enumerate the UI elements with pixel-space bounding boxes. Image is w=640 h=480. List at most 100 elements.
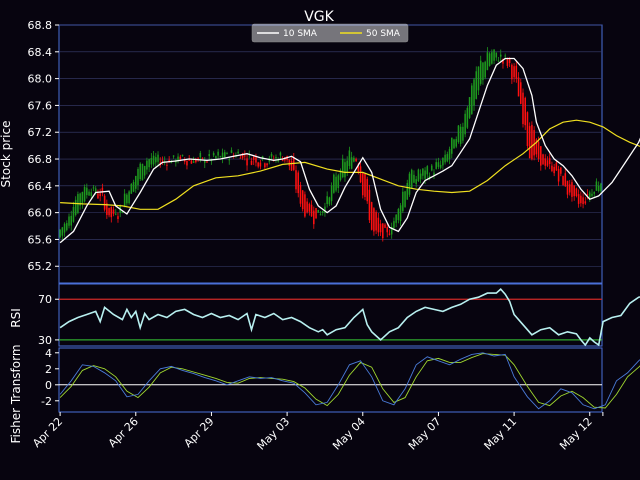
rsi-line [59, 287, 640, 347]
candle-body [237, 151, 239, 154]
candle-body [306, 201, 308, 213]
candle-body [477, 66, 480, 91]
candle-body [152, 155, 155, 165]
candle-body [415, 179, 417, 185]
candle-body [295, 170, 297, 190]
candle-body [466, 107, 469, 128]
candle-body [531, 124, 533, 160]
candle-body [252, 156, 255, 160]
candle-body [304, 194, 306, 217]
candle-body [308, 203, 311, 212]
candle-body [215, 156, 217, 159]
candle-body [524, 97, 527, 126]
candle-body [473, 79, 475, 106]
candle-body [444, 154, 446, 163]
candle-body [86, 187, 88, 196]
candle-body [433, 172, 435, 176]
candle-body [591, 193, 593, 196]
candle-body [143, 165, 146, 176]
candle-body [244, 155, 246, 157]
candle-body [106, 203, 108, 215]
candle-body [328, 197, 331, 205]
candle-body [224, 152, 226, 158]
candle-body [128, 191, 130, 204]
candle-body [228, 159, 231, 161]
rsi-tick-label: 30 [38, 334, 52, 347]
rsi-panel-frame [58, 283, 603, 347]
candle-body [377, 217, 380, 233]
price-tick-label: 66.8 [28, 153, 53, 166]
candle-body [290, 160, 293, 171]
candle-body [437, 162, 440, 167]
candle-body [313, 210, 315, 225]
candle-body [513, 66, 515, 78]
fisher-tick-label: -2 [41, 395, 52, 408]
candle-body [499, 54, 502, 57]
candle-body [166, 164, 168, 166]
fisher-tick-label: 4 [45, 347, 52, 360]
candle-body [364, 173, 366, 197]
candle-body [457, 125, 460, 143]
candle-body [566, 180, 569, 195]
candle-body [339, 170, 342, 180]
candle-body [406, 182, 409, 200]
price-tick-label: 67.6 [28, 99, 53, 112]
candle-body [112, 209, 115, 214]
candle-body [259, 162, 262, 167]
rsi-tick-label: 70 [38, 293, 52, 306]
price-panel: 65.2 65.6 66.0 66.4 66.8 67.2 67.6 68.0 68.4 68.8… [0, 19, 640, 284]
candle-body [350, 157, 353, 169]
price-tick-label: 65.2 [28, 260, 53, 273]
candle-body [170, 161, 173, 164]
candle-body [121, 210, 124, 214]
candle-body [134, 175, 137, 189]
candle-body [388, 233, 391, 235]
candle-body [81, 192, 84, 204]
candle-body [497, 60, 500, 62]
candle-body [230, 150, 233, 153]
candle-body [600, 183, 602, 191]
candle-body [192, 161, 195, 163]
candle-body [515, 65, 518, 79]
candle-body [183, 159, 186, 162]
candle-body [132, 181, 135, 192]
candle-body [593, 192, 595, 194]
candle-body [277, 159, 279, 162]
candle-body [348, 150, 351, 167]
candle-body [575, 188, 578, 197]
candle-body [482, 62, 484, 81]
candle-body [241, 153, 244, 159]
candle-body [221, 152, 224, 159]
candle-body [435, 162, 437, 169]
fisher-panel: -2 0 2 4 Fisher Transform [9, 344, 640, 444]
rsi-y-axis-label: RSI [9, 308, 23, 328]
candle-body [577, 194, 580, 204]
candle-body [386, 227, 389, 233]
candle-body [417, 169, 420, 182]
candle-body [326, 196, 328, 204]
candle-body [141, 163, 144, 181]
price-tick-label: 66.4 [28, 180, 53, 193]
candle-body [379, 223, 382, 233]
candle-body [130, 183, 133, 194]
candle-body [161, 160, 164, 162]
candle-body [66, 223, 68, 231]
candle-body [299, 184, 302, 204]
candle-body [197, 158, 199, 160]
candle-body [255, 157, 257, 163]
candle-body [573, 185, 575, 197]
candle-body [404, 191, 406, 207]
candle-body [419, 173, 422, 180]
candle-body [384, 224, 386, 228]
candle-body [335, 176, 337, 191]
candle-body [555, 162, 558, 171]
price-tick-label: 68.4 [28, 46, 53, 59]
candle-body [453, 139, 455, 149]
candle-body [72, 206, 75, 222]
fisher-tick-label: 0 [45, 379, 52, 392]
candle-body [488, 53, 491, 66]
candle-body [148, 159, 150, 168]
candle-body [399, 205, 402, 222]
candle-body [239, 157, 242, 159]
candle-body [94, 188, 97, 193]
